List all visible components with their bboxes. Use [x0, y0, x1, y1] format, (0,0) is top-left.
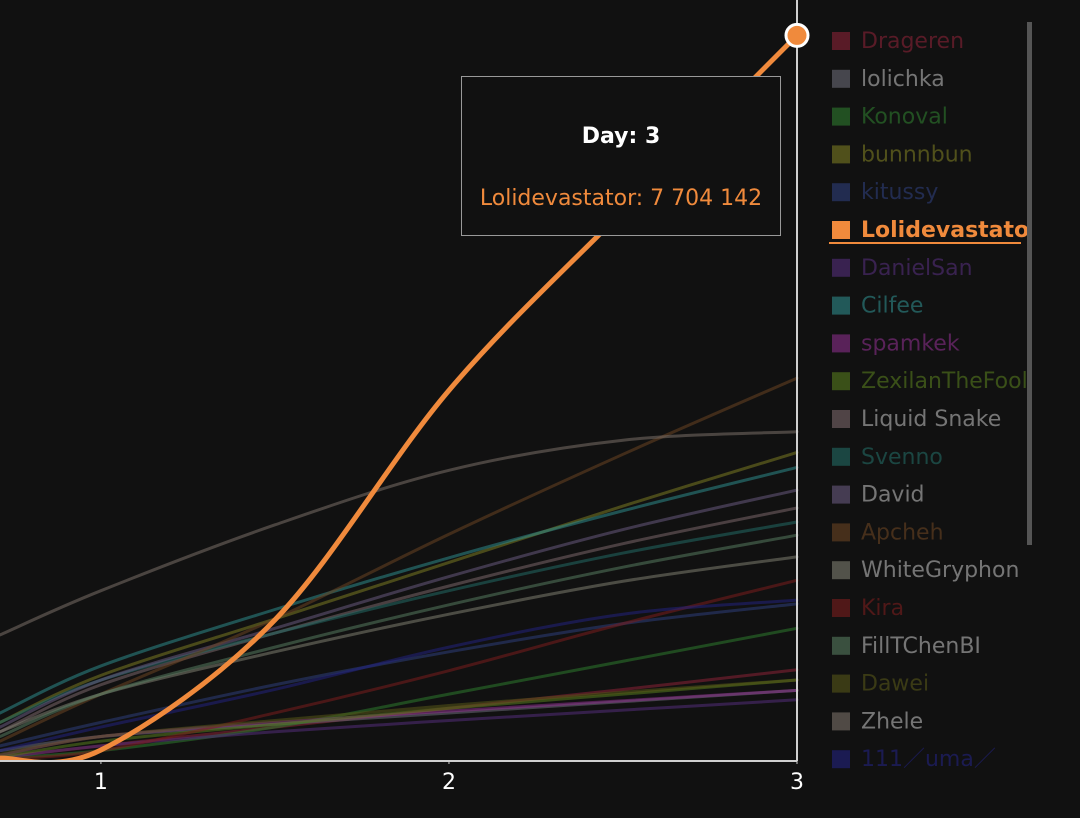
legend-swatch [832, 523, 850, 542]
legend-label: kitussy [861, 180, 938, 205]
legend-label: ZexilanTheFool [861, 369, 1028, 394]
legend-item[interactable]: FillTChenBI [832, 634, 981, 659]
x-tick-label: 1 [94, 770, 108, 795]
legend-label: bunnnbun [861, 142, 973, 167]
legend-item[interactable]: bunnnbun [832, 142, 973, 167]
tooltip: Day: 3 Lolidevastator: 7 704 142 [461, 76, 781, 236]
legend-label: WhiteGryphon [861, 558, 1019, 583]
legend-swatch [832, 296, 850, 315]
legend-item[interactable]: DanielSan [832, 256, 973, 281]
series-line [0, 533, 799, 738]
legend-swatch [832, 561, 850, 580]
legend-label: FillTChenBI [861, 634, 981, 659]
legend-swatch [832, 485, 850, 504]
legend-swatch [832, 372, 850, 391]
legend-item[interactable]: WhiteGryphon [832, 558, 1019, 583]
tooltip-label: Lolidevastator: 7 704 142 [480, 186, 762, 211]
series-line [0, 678, 799, 756]
legend-item[interactable]: Kira [832, 596, 904, 621]
legend-swatch [832, 410, 850, 428]
tooltip-title: Day: 3 [582, 124, 661, 149]
x-tick-label: 2 [442, 770, 456, 795]
legend-label: Dawei [861, 672, 929, 697]
legend-swatch [832, 750, 850, 769]
legend-label: Lolidevastator [861, 218, 1040, 243]
tooltip-box [461, 76, 781, 236]
series-line [0, 450, 799, 724]
series-line [0, 430, 799, 637]
legend-label: Svenno [861, 445, 943, 470]
legend-label: Zhele [861, 709, 923, 734]
series-line [0, 465, 799, 715]
legend-item[interactable]: David [832, 483, 925, 508]
legend-label: Cilfee [861, 294, 923, 319]
legend-label: David [861, 483, 925, 508]
legend-item[interactable]: ZexilanTheFool [832, 369, 1028, 394]
legend-label: Kira [861, 596, 904, 621]
series-line [0, 678, 799, 759]
series-line [0, 506, 799, 734]
legend: Drageren lolichka Konoval bunnnbun kitussy Lo… [829, 29, 1040, 772]
legend-label: Konoval [861, 105, 948, 130]
legend-swatch [832, 712, 850, 731]
legend-swatch [832, 674, 850, 693]
legend-swatch [832, 69, 850, 88]
legend-swatch [832, 145, 850, 164]
legend-item[interactable]: Svenno [832, 445, 943, 470]
legend-label: Apcheh [861, 520, 944, 545]
legend-swatch [832, 183, 850, 202]
legend-label: Drageren [861, 29, 964, 54]
legend-item[interactable]: lolichka [832, 67, 945, 92]
legend-swatch [832, 258, 850, 277]
legend-swatch [832, 32, 850, 50]
legend-swatch [832, 636, 850, 655]
hover-point [784, 22, 810, 48]
legend-swatch [832, 221, 850, 239]
x-tick-label: 3 [790, 770, 804, 795]
legend-label: spamkek [861, 331, 960, 356]
legend-item[interactable]: Dawei [832, 672, 929, 697]
legend-item[interactable]: 111／uma／ [832, 747, 996, 772]
legend-swatch [832, 447, 850, 466]
legend-swatch [832, 599, 850, 617]
series-line [0, 598, 799, 753]
legend-item[interactable]: Drageren [832, 29, 964, 54]
legend-label: DanielSan [861, 256, 973, 281]
legend-item[interactable]: Cilfee [832, 294, 923, 319]
legend-item[interactable]: Apcheh [832, 520, 944, 545]
series-line [0, 698, 799, 760]
legend-label: lolichka [861, 67, 945, 92]
legend-item[interactable]: Lolidevastator [829, 218, 1040, 244]
axes: 1 2 3 [0, 0, 804, 795]
scrollbar[interactable] [1027, 22, 1032, 545]
series-line [0, 488, 799, 729]
legend-item[interactable]: Liquid Snake [832, 407, 1001, 432]
legend-label: 111／uma／ [861, 747, 996, 772]
legend-item[interactable]: Zhele [832, 709, 923, 734]
legend-item[interactable]: Konoval [832, 105, 948, 130]
legend-swatch [832, 334, 850, 353]
legend-item[interactable]: spamkek [832, 331, 960, 356]
legend-label: Liquid Snake [861, 407, 1001, 432]
legend-item[interactable]: kitussy [832, 180, 938, 205]
legend-swatch [832, 107, 850, 126]
